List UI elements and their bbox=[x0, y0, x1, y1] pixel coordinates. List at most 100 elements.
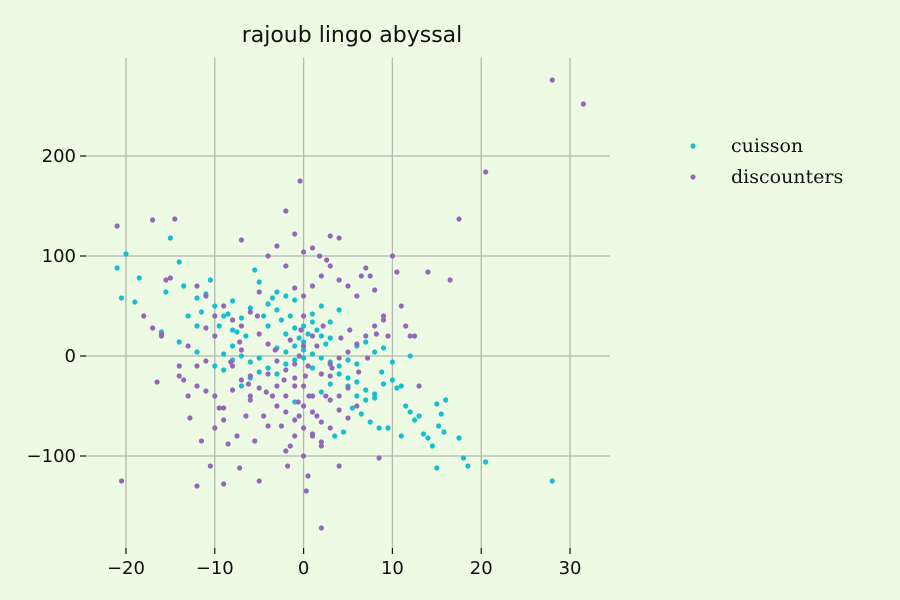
series-discounters bbox=[114, 77, 586, 531]
data-point bbox=[181, 283, 187, 289]
data-point bbox=[314, 343, 320, 349]
data-point bbox=[185, 343, 191, 349]
data-point bbox=[234, 329, 240, 335]
data-point bbox=[354, 361, 360, 367]
data-point bbox=[185, 393, 191, 399]
data-point bbox=[283, 349, 289, 355]
data-point bbox=[256, 478, 262, 484]
legend-label: cuisson bbox=[731, 135, 803, 157]
data-point bbox=[373, 331, 380, 337]
data-point bbox=[292, 433, 298, 439]
data-point bbox=[181, 377, 187, 383]
data-point bbox=[265, 341, 271, 347]
data-point bbox=[207, 277, 213, 283]
data-point bbox=[327, 361, 333, 367]
data-point bbox=[283, 393, 289, 399]
data-point bbox=[460, 455, 467, 461]
data-point bbox=[300, 347, 307, 353]
data-point bbox=[234, 433, 240, 439]
legend: cuisson discounters bbox=[690, 135, 843, 188]
data-point bbox=[420, 431, 427, 437]
data-point bbox=[114, 223, 120, 229]
data-point bbox=[238, 377, 245, 383]
data-point bbox=[367, 273, 373, 279]
data-point bbox=[274, 371, 280, 377]
data-point bbox=[336, 407, 342, 413]
data-point bbox=[305, 363, 311, 369]
data-point bbox=[380, 381, 387, 387]
data-point bbox=[283, 208, 289, 214]
data-point bbox=[309, 245, 316, 251]
data-point bbox=[167, 235, 173, 241]
data-point bbox=[403, 403, 409, 409]
data-point bbox=[287, 443, 293, 449]
data-point bbox=[167, 275, 173, 281]
data-point bbox=[327, 381, 333, 387]
data-point bbox=[336, 307, 342, 313]
data-point bbox=[303, 488, 309, 494]
data-point bbox=[176, 339, 182, 345]
data-point bbox=[229, 343, 236, 349]
data-point bbox=[327, 425, 333, 431]
data-point bbox=[194, 323, 200, 329]
data-point bbox=[380, 317, 387, 323]
data-point bbox=[407, 353, 413, 359]
data-point bbox=[292, 375, 298, 381]
x-tick-label: 0 bbox=[298, 558, 309, 579]
data-point bbox=[176, 373, 182, 379]
data-point bbox=[425, 269, 431, 275]
data-point bbox=[296, 335, 302, 341]
data-point bbox=[118, 295, 125, 301]
data-point bbox=[292, 343, 298, 349]
data-point bbox=[336, 235, 342, 241]
data-point bbox=[207, 463, 213, 469]
data-point bbox=[283, 293, 289, 299]
data-point bbox=[212, 333, 218, 339]
data-point bbox=[269, 393, 276, 399]
data-point bbox=[247, 309, 253, 315]
data-point bbox=[114, 265, 120, 271]
data-point bbox=[354, 393, 360, 399]
data-point bbox=[309, 351, 316, 357]
data-point bbox=[292, 399, 298, 405]
data-point bbox=[356, 369, 362, 375]
data-point bbox=[347, 327, 353, 333]
data-point bbox=[309, 319, 316, 325]
data-point bbox=[327, 263, 333, 269]
data-point bbox=[274, 289, 280, 295]
x-tick-label: −20 bbox=[107, 558, 145, 579]
data-point bbox=[292, 383, 298, 389]
data-point bbox=[292, 325, 298, 331]
data-point bbox=[363, 333, 369, 339]
data-point bbox=[389, 253, 396, 259]
data-point bbox=[345, 415, 351, 421]
data-point bbox=[336, 463, 342, 469]
data-point bbox=[212, 425, 218, 431]
data-point bbox=[263, 389, 269, 395]
data-point bbox=[185, 313, 191, 319]
data-point bbox=[283, 263, 289, 269]
y-tick-label: 100 bbox=[42, 246, 76, 267]
data-point bbox=[340, 429, 347, 435]
data-point bbox=[172, 216, 178, 222]
data-point bbox=[300, 383, 307, 389]
data-point bbox=[229, 298, 236, 304]
data-point bbox=[398, 303, 404, 309]
data-point bbox=[447, 277, 453, 283]
data-point bbox=[272, 347, 278, 353]
data-point bbox=[425, 435, 431, 441]
data-point bbox=[238, 237, 245, 243]
data-point bbox=[376, 455, 382, 461]
data-point bbox=[300, 313, 307, 319]
data-point bbox=[403, 323, 409, 329]
data-point bbox=[345, 283, 351, 289]
data-point bbox=[354, 379, 360, 385]
data-point bbox=[245, 381, 252, 387]
data-point bbox=[265, 365, 271, 371]
data-point bbox=[212, 393, 218, 399]
data-point bbox=[247, 359, 253, 365]
data-point bbox=[287, 337, 293, 343]
data-point bbox=[456, 435, 462, 441]
data-point bbox=[225, 441, 231, 447]
